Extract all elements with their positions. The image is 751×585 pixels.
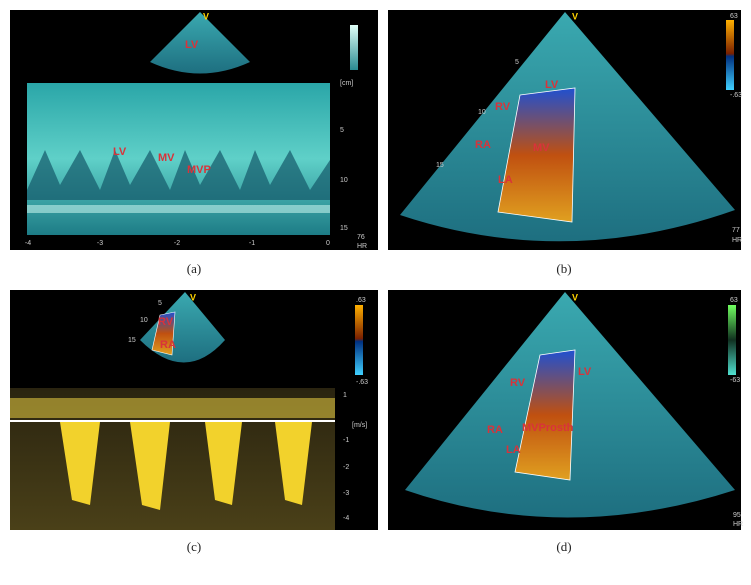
anatomy-label: MVProsth [522, 422, 574, 434]
depth-label: 15 [128, 337, 136, 344]
anatomy-label: RV [158, 316, 174, 328]
anatomy-label: RV [495, 101, 511, 113]
color-bar [350, 25, 358, 70]
axis-label: -2 [343, 464, 349, 471]
scale-label: .63 [356, 297, 366, 304]
anatomy-label: RA [487, 424, 503, 436]
axis-label: -4 [25, 240, 31, 247]
orientation-marker: V [572, 292, 578, 302]
scale-label: 10 [340, 177, 348, 184]
scale-label: 63 [730, 13, 738, 20]
m-mode-band [27, 205, 330, 213]
scale-label: -.63 [356, 379, 368, 386]
heart-rate: 95 [733, 512, 741, 519]
doppler-forward [10, 398, 335, 418]
anatomy-label: LV [578, 366, 592, 378]
anatomy-label: MV [533, 142, 550, 154]
anatomy-label: LV [113, 146, 127, 158]
depth-label: 10 [140, 317, 148, 324]
orientation-marker: V [572, 11, 578, 21]
panel-caption: (c) [187, 539, 201, 554]
heart-rate: 77 [732, 227, 740, 234]
panels [10, 10, 741, 530]
scale-label: 63 [730, 297, 738, 304]
heart-rate: HR [733, 521, 743, 528]
axis-label: -1 [249, 240, 255, 247]
anatomy-label: LA [506, 444, 521, 456]
scale-label: -63 [730, 377, 740, 384]
panel-caption: (d) [556, 539, 571, 554]
color-bar [355, 305, 363, 375]
orientation-marker: V [190, 292, 196, 302]
depth-label: 5 [158, 300, 162, 307]
axis-label: -3 [97, 240, 103, 247]
depth-label: 15 [436, 162, 444, 169]
doppler-flow [60, 422, 312, 510]
anatomy-label: RV [510, 377, 526, 389]
depth-label: 5 [515, 59, 519, 66]
scale-label: 15 [340, 225, 348, 232]
anatomy-label: LV [545, 79, 559, 91]
scale-label: -.63 [730, 92, 742, 99]
axis-label: -4 [343, 515, 349, 522]
heart-rate: HR [732, 237, 742, 244]
axis-label: -1 [343, 437, 349, 444]
axis-label: 0 [326, 240, 330, 247]
anatomy-label: LV [185, 39, 199, 51]
scale-label: [cm] [340, 80, 353, 87]
panel-caption: (a) [187, 261, 201, 276]
axis-label: -3 [343, 490, 349, 497]
panel-caption: (b) [556, 261, 571, 276]
anatomy-label: MVP [187, 164, 211, 176]
sector-image [150, 12, 250, 74]
color-bar [726, 20, 734, 90]
axis-label: 1 [343, 392, 347, 399]
anatomy-label: MV [158, 152, 175, 164]
heart-rate: 76 [357, 234, 365, 241]
axis-label: -2 [174, 240, 180, 247]
color-box [497, 87, 576, 223]
scale-label: 5 [340, 127, 344, 134]
m-mode-pattern [27, 150, 330, 200]
color-box [514, 349, 576, 481]
orientation-marker: V [203, 11, 209, 21]
anatomy-label: RA [475, 139, 491, 151]
depth-label: 10 [478, 109, 486, 116]
color-box [151, 311, 176, 356]
anatomy-label: LA [498, 174, 513, 186]
anatomy-label: RA [160, 339, 176, 351]
color-bar [728, 305, 736, 375]
heart-rate: HR [357, 243, 367, 250]
axis-label: [m/s] [352, 422, 367, 429]
